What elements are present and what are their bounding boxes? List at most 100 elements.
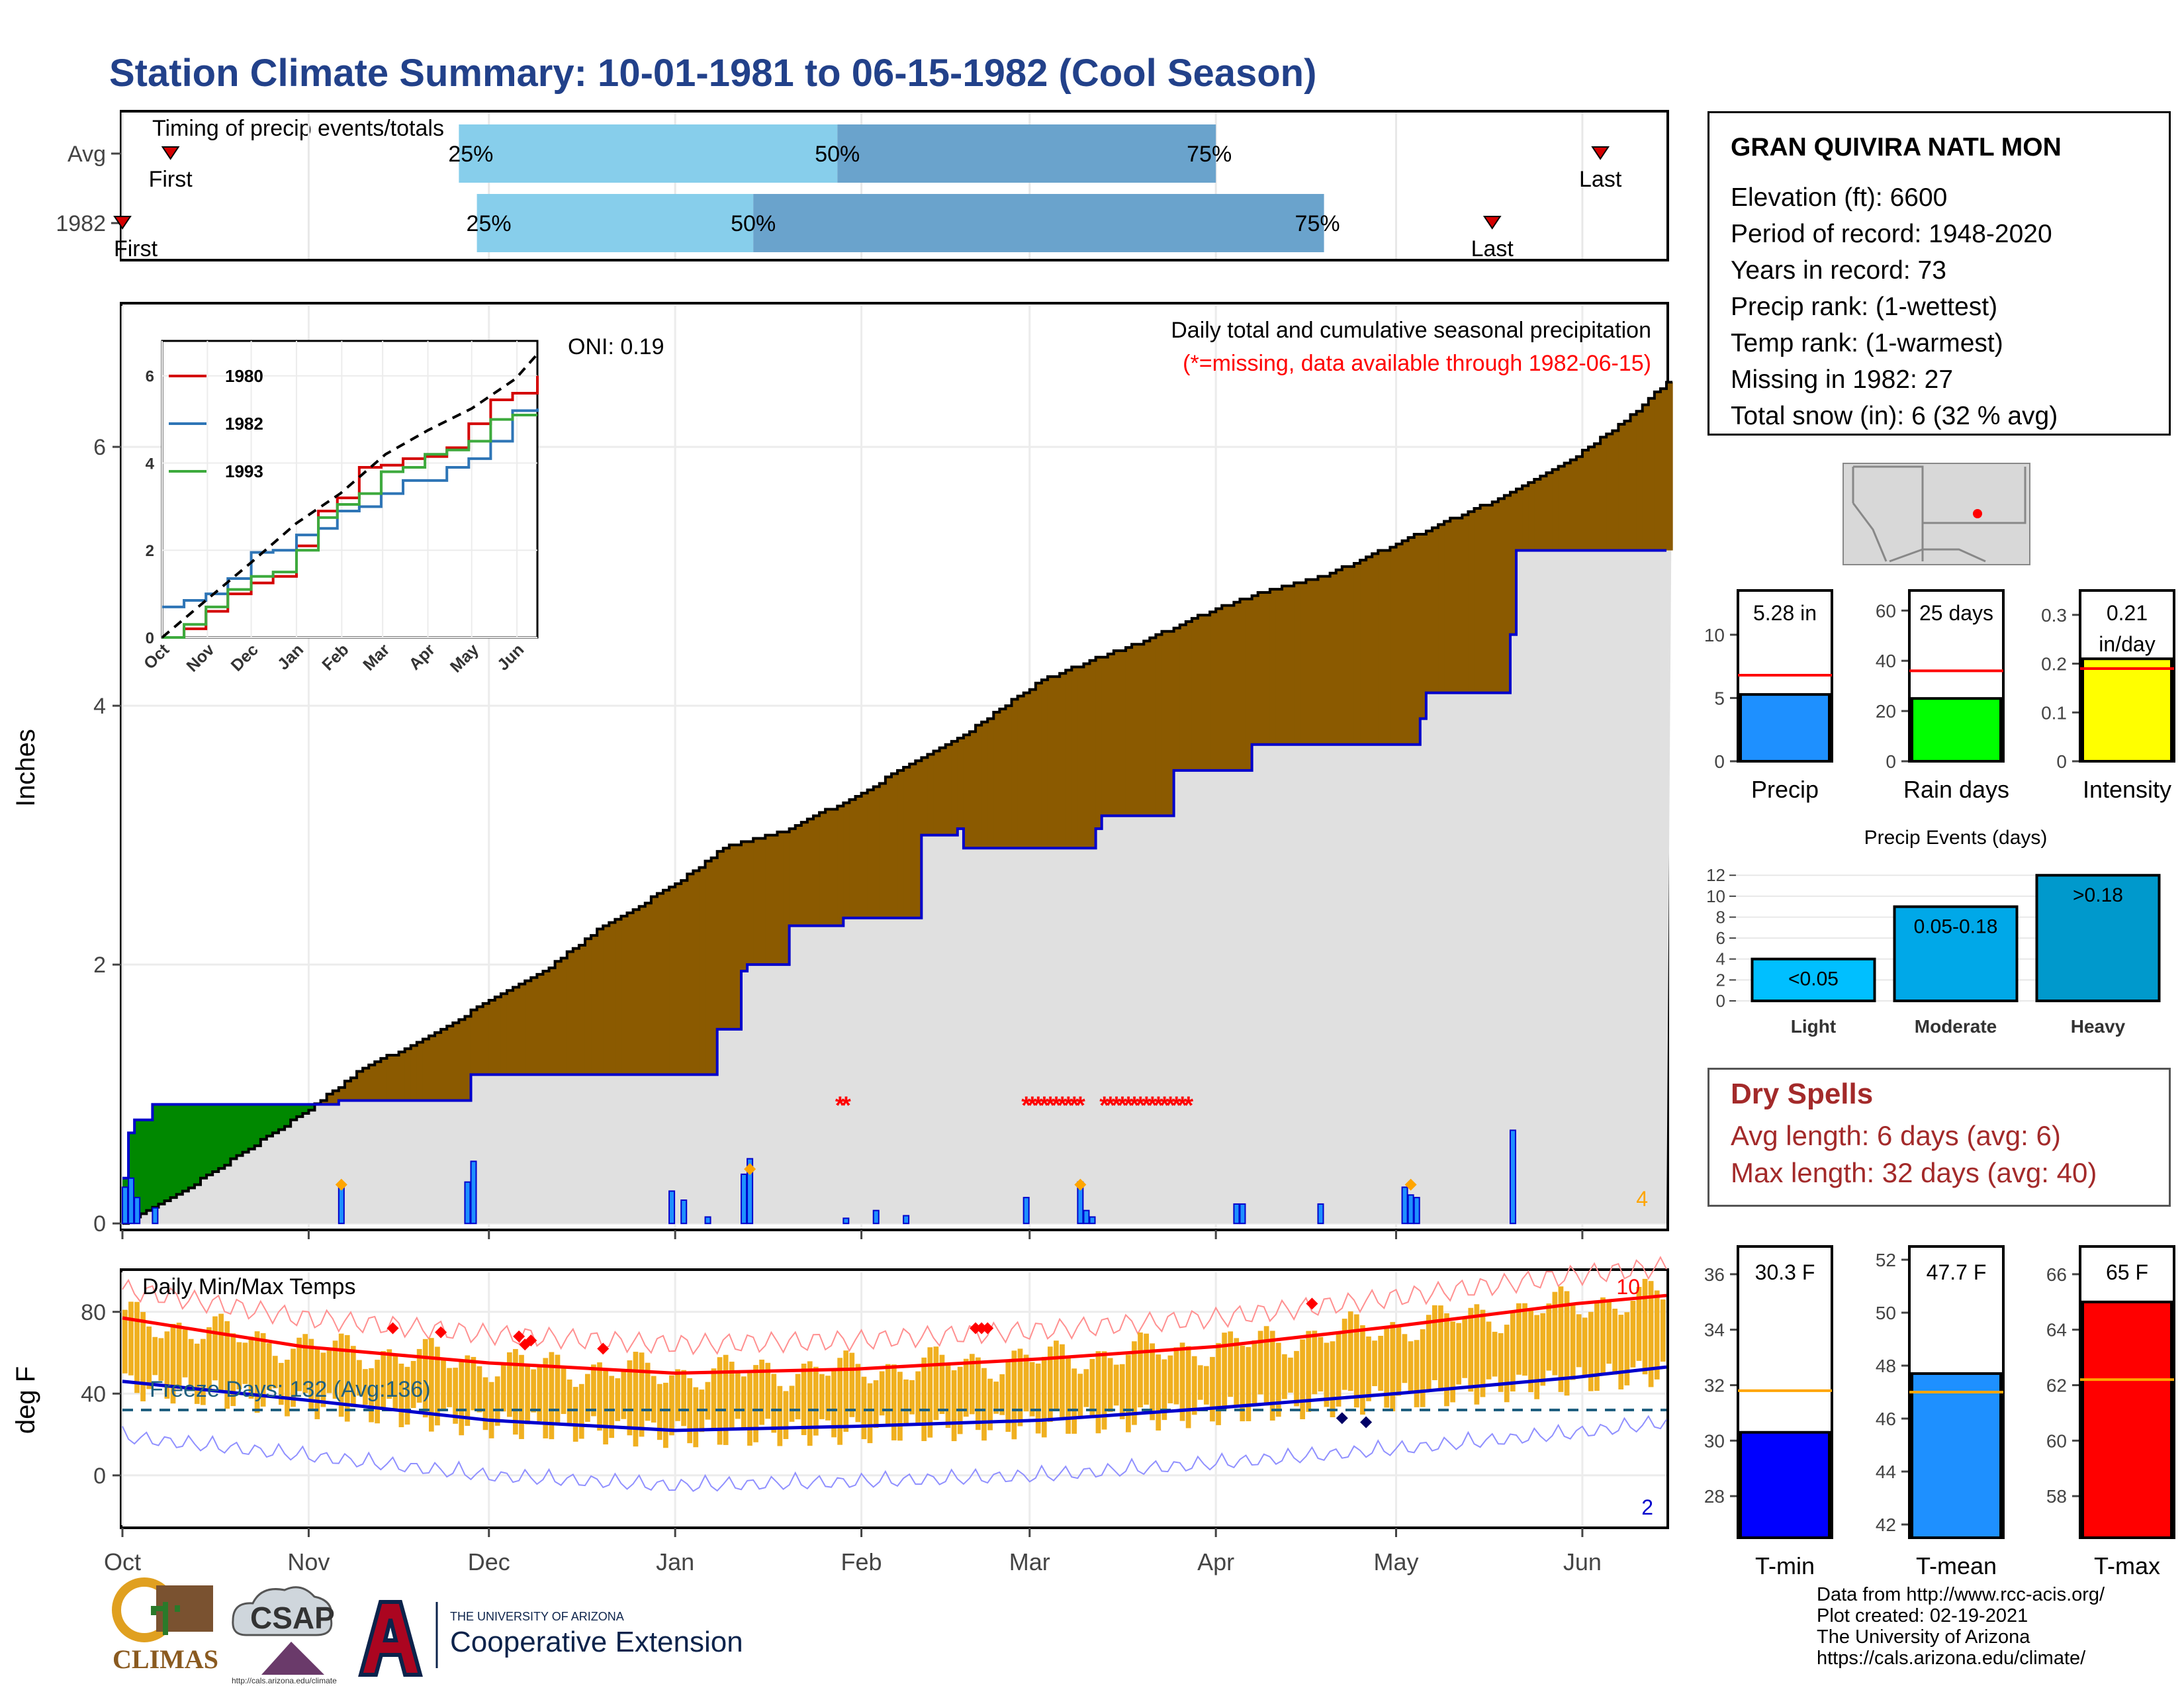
deficit-area — [849, 799, 856, 918]
deficit-area — [1240, 598, 1247, 771]
deficit-area — [1191, 618, 1199, 771]
gauge-tick-label: 0 — [1714, 751, 1725, 772]
daily-precip-bar — [128, 1177, 135, 1225]
deficit-area — [753, 838, 760, 965]
deficit-area — [1588, 447, 1595, 551]
surplus-area — [176, 1104, 183, 1195]
daily-temp-bar — [1324, 1342, 1330, 1407]
timing-first-marker-icon — [161, 146, 180, 160]
surplus-area — [170, 1104, 177, 1198]
record-high-marker — [981, 1322, 994, 1335]
daily-temp-bar — [1288, 1357, 1293, 1393]
daily-temp-bar — [398, 1363, 404, 1428]
deficit-area — [927, 754, 934, 835]
surplus-area — [279, 1104, 285, 1130]
daily-precip-bar — [1083, 1209, 1090, 1225]
daily-temp-bar — [1113, 1364, 1119, 1406]
deficit-area — [1510, 492, 1517, 635]
deficit-area — [939, 747, 946, 835]
credit-line-university: The University of Arizona — [1817, 1626, 2030, 1648]
deficit-area — [422, 1039, 430, 1101]
daily-temp-bar — [1360, 1325, 1365, 1415]
deficit-area — [567, 951, 574, 1075]
gauge-value-label: 25 days — [1919, 601, 1993, 625]
deficit-area — [1047, 677, 1054, 849]
daily-temp-bar — [1294, 1350, 1299, 1407]
deficit-area — [621, 915, 628, 1075]
daily-temp-bar — [801, 1364, 807, 1435]
daily-temp-bar — [525, 1364, 530, 1425]
daily-temp-bar — [945, 1365, 951, 1429]
deficit-area — [1492, 502, 1499, 693]
gauge-tick-label: 0.2 — [2041, 654, 2067, 675]
events-title: Precip Events (days) — [1864, 827, 2048, 849]
deficit-area — [1660, 389, 1667, 551]
station-info-box: GRAN QUIVIRA NATL MON Elevation (ft): 66… — [1707, 111, 2171, 436]
credit-line-plot-date: Plot created: 02-19-2021 — [1817, 1605, 2028, 1626]
deficit-area — [471, 1009, 478, 1075]
daily-temp-bar — [1150, 1343, 1156, 1421]
deficit-area — [1468, 511, 1475, 693]
deficit-area — [1366, 557, 1373, 745]
daily-temp-bar — [428, 1338, 434, 1432]
daily-temp-bar — [909, 1380, 915, 1415]
deficit-area — [1144, 641, 1150, 816]
deficit-area — [1204, 615, 1210, 771]
surplus-area — [224, 1104, 232, 1166]
timing-q25-label: 25% — [448, 142, 493, 167]
surplus-area — [164, 1104, 171, 1201]
daily-temp-bar — [578, 1383, 584, 1439]
surplus-area — [140, 1119, 147, 1214]
daily-temp-bar — [1600, 1297, 1606, 1374]
daily-temp-bar — [927, 1347, 933, 1438]
daily-precip-bar — [134, 1197, 141, 1225]
deficit-area — [831, 809, 838, 926]
missing-day-star: * — [1069, 1092, 1079, 1119]
snow-event-marker — [1404, 1178, 1417, 1191]
daily-temp-bar — [1444, 1313, 1449, 1407]
missing-day-star: * — [841, 1092, 851, 1119]
deficit-area — [1330, 573, 1337, 745]
daily-temp-bar — [939, 1354, 945, 1415]
daily-temp-bar — [1402, 1334, 1408, 1383]
surplus-area — [291, 1104, 297, 1120]
deficit-area — [933, 751, 940, 835]
deficit-area — [1306, 579, 1313, 745]
timing-q50-label: 50% — [815, 142, 860, 167]
deficit-area — [1312, 579, 1319, 745]
daily-temp-bar — [976, 1357, 981, 1430]
daily-precip-bar — [903, 1215, 910, 1225]
daily-temp-bar — [783, 1391, 789, 1439]
inset-series-1993 — [162, 414, 537, 639]
daily-temp-bar — [825, 1376, 831, 1421]
record-high-marker — [387, 1322, 399, 1335]
deficit-area — [1269, 589, 1277, 745]
inset-legend-label: 1980 — [225, 366, 263, 386]
events-bar-moderate — [1893, 905, 2019, 1003]
deficit-area — [693, 870, 700, 1075]
daily-temp-bar — [1011, 1350, 1017, 1440]
surplus-area — [266, 1104, 273, 1137]
daily-temp-bar — [242, 1342, 248, 1384]
missing-day-star: * — [1148, 1092, 1158, 1119]
temp-gauge-tick-label: 60 — [2046, 1430, 2067, 1451]
snow-event-marker — [335, 1178, 347, 1191]
info-period: Period of record: 1948-2020 — [1731, 220, 2052, 248]
deficit-area — [1432, 528, 1439, 693]
deficit-area — [687, 874, 694, 1075]
daily-temp-bar — [506, 1352, 512, 1417]
daily-temp-bar — [285, 1360, 290, 1417]
surplus-area — [201, 1104, 207, 1178]
events-tick-label: 10 — [1706, 886, 1725, 906]
daily-temp-bar — [1438, 1305, 1443, 1391]
daily-temp-bar — [122, 1309, 128, 1374]
deficit-area — [873, 786, 880, 918]
deficit-area — [357, 1071, 363, 1101]
deficit-area — [1456, 518, 1463, 693]
daily-temp-bar — [291, 1348, 296, 1407]
inset-ytick-label: 0 — [146, 630, 154, 647]
daily-temp-bar — [861, 1376, 867, 1440]
daily-temp-bar — [951, 1370, 957, 1442]
